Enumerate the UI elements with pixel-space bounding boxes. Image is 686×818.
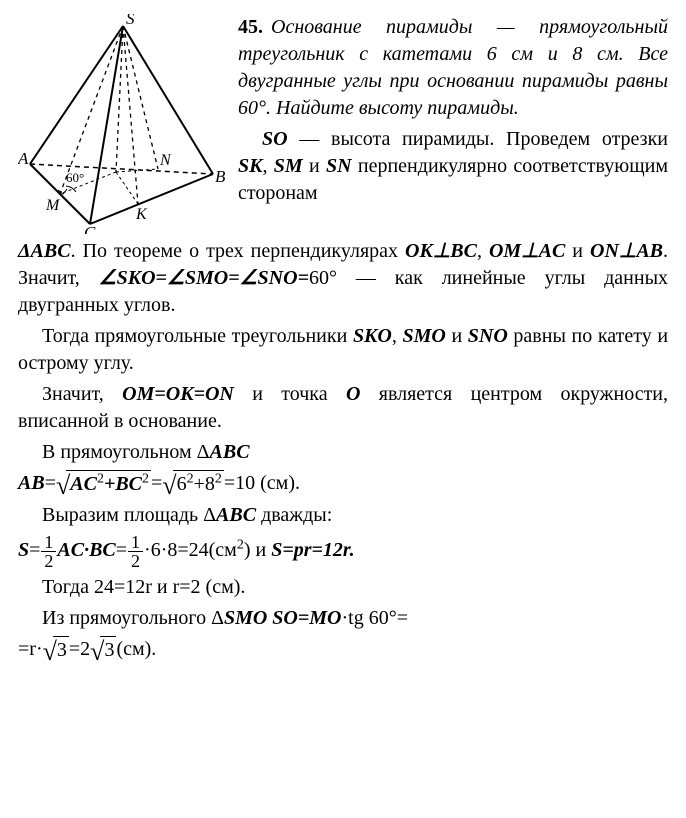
- t: 3: [53, 636, 69, 661]
- t: =2: [69, 638, 90, 660]
- t: ,: [262, 155, 273, 177]
- t: — высота пирамиды. Проведем отрезки: [288, 128, 668, 150]
- formula-2: S=12AC·BC=12·6·8=24(см2) и S=pr=12r.: [18, 533, 668, 570]
- t: Тогда прямоугольные треугольники: [42, 325, 353, 347]
- t: и: [565, 240, 590, 262]
- problem-statement: 45.Основание пирамиды — прямоуголь­ный т…: [238, 14, 668, 122]
- t: и: [446, 325, 468, 347]
- t: AC·BC: [57, 539, 115, 561]
- t: S=pr=12r.: [271, 539, 354, 561]
- t: и: [303, 155, 326, 177]
- figure: S A B C M K N 60°: [18, 14, 228, 234]
- solution-p3: Тогда прямоугольные треугольники SKO, SM…: [18, 323, 668, 377]
- label-B: B: [215, 167, 226, 186]
- t: (см).: [116, 638, 156, 660]
- t: дважды:: [256, 504, 332, 526]
- t: =r·: [18, 638, 43, 660]
- t: Тогда 24=12r и r=2 (см).: [42, 576, 245, 598]
- label-C: C: [84, 223, 96, 234]
- t: S: [18, 539, 29, 561]
- label-A: A: [18, 149, 29, 168]
- t: O: [346, 383, 360, 405]
- t: OM⊥AC: [489, 240, 565, 262]
- t: SMO: [402, 325, 445, 347]
- t: SO: [262, 128, 288, 150]
- t: 1: [128, 533, 143, 551]
- t: Значит,: [42, 383, 122, 405]
- t: =: [151, 472, 162, 494]
- formula-1: AB=√AC2+BC2=√62+82=10 (см).: [18, 470, 668, 498]
- solution-p7: Тогда 24=12r и r=2 (см).: [18, 574, 668, 601]
- t: 1: [41, 533, 56, 551]
- formula-3: =r·√3=2√3(см).: [18, 636, 668, 664]
- solution-p4: Значит, OM=OK=ON и точка O является цент…: [18, 381, 668, 435]
- problem-number: 45.: [238, 16, 263, 38]
- t: SN: [326, 155, 352, 177]
- t: +8: [194, 473, 215, 495]
- t: OK⊥BC: [405, 240, 477, 262]
- t: Из прямоугольного Δ: [42, 607, 224, 629]
- t: =: [29, 539, 40, 561]
- t: ΔABC: [18, 240, 71, 262]
- t: SKO: [353, 325, 392, 347]
- label-K: K: [135, 206, 148, 223]
- t: SNO: [468, 325, 508, 347]
- label-S: S: [126, 14, 135, 28]
- t: =: [116, 539, 127, 561]
- t: SK: [238, 155, 262, 177]
- t: ,: [392, 325, 403, 347]
- solution-p5: В прямоугольном ΔABC: [18, 439, 668, 466]
- problem-text: Основание пирамиды — прямоуголь­ный треу…: [238, 16, 668, 119]
- t: ON⊥AB: [590, 240, 663, 262]
- t: AC: [70, 473, 97, 495]
- label-angle: 60°: [66, 170, 84, 185]
- t: ∠SKO=∠SMO=∠SNO=: [99, 267, 309, 289]
- solution-p1: SO — высота пирамиды. Проведем отрезки S…: [238, 126, 668, 207]
- t: SM: [274, 155, 303, 177]
- t: . По теореме о трех перпендикулярах: [71, 240, 405, 262]
- t: ·6·8=24(см: [144, 539, 237, 561]
- t: ABC: [216, 504, 256, 526]
- solution-p8: Из прямоугольного ΔSMO SO=MO·tg 60°=: [18, 605, 668, 632]
- t: 6: [177, 473, 187, 495]
- t: 2: [41, 551, 56, 570]
- t: OM=OK=ON: [122, 383, 234, 405]
- label-M: M: [45, 197, 61, 214]
- t: ·tg 60°=: [342, 607, 409, 629]
- t: 2: [128, 551, 143, 570]
- t: SMO SO=MO: [224, 607, 342, 629]
- label-N: N: [159, 152, 172, 169]
- t: =: [45, 472, 56, 494]
- t: ABC: [210, 441, 250, 463]
- t: AB: [18, 472, 45, 494]
- t: ,: [477, 240, 489, 262]
- solution-p6: Выразим площадь ΔABC дважды:: [18, 502, 668, 529]
- t: +BC: [104, 473, 142, 495]
- t: ) и: [244, 539, 271, 561]
- t: В прямоугольном Δ: [42, 441, 210, 463]
- t: 3: [100, 636, 116, 661]
- t: =10 (см).: [224, 472, 300, 494]
- t: и точка: [234, 383, 346, 405]
- solution-p2: ΔABC. По теореме о трех перпендикулярах …: [18, 238, 668, 319]
- t: Выразим площадь Δ: [42, 504, 216, 526]
